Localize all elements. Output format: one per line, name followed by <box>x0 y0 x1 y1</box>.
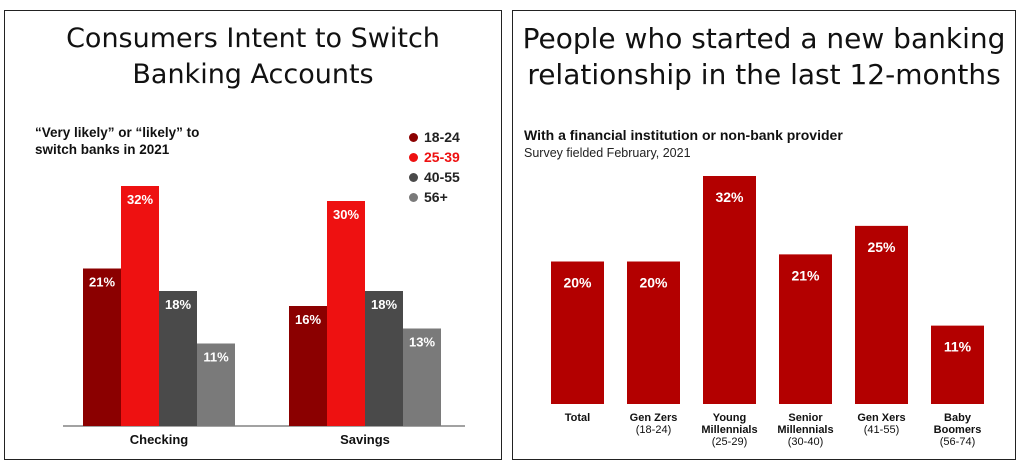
bar-savings-56+ <box>403 328 441 426</box>
legend-item-40-55: 40-55 <box>409 167 460 187</box>
legend-item-56+: 56+ <box>409 187 460 207</box>
left-bar-chart: 21% 32% 18% 11% Checking 16% 30% 18% 13% Savings <box>63 186 465 447</box>
data-label-0: 20% <box>563 275 592 291</box>
bar-checking-40-55 <box>159 291 197 426</box>
legend-swatch <box>409 152 418 162</box>
category-label-4-line-0: Gen Xers <box>857 412 905 424</box>
data-label-savings-40-55: 18% <box>371 297 397 312</box>
category-label-3-line-0: Senior <box>788 412 823 424</box>
bar-5 <box>931 325 984 404</box>
left-title-line1: Consumers Intent to Switch <box>66 23 440 54</box>
category-label-1-line-1: (18-24) <box>636 424 671 436</box>
data-label-checking-25-39: 32% <box>127 192 153 207</box>
left-chart-legend: 18-24 25-39 40-55 56+ <box>409 127 460 207</box>
data-label-2: 32% <box>715 189 744 205</box>
legend-label: 18-24 <box>424 129 460 145</box>
bar-checking-18-24 <box>83 268 121 426</box>
bar-savings-18-24 <box>289 306 327 426</box>
data-label-savings-25-39: 30% <box>333 207 359 222</box>
category-label-2-line-1: Millennials <box>701 424 757 436</box>
legend-swatch <box>409 172 418 182</box>
category-label-5-line-1: Boomers <box>934 424 982 436</box>
data-label-checking-18-24: 21% <box>89 275 115 290</box>
bar-0 <box>551 261 604 404</box>
right-chart-title: People who started a new banking relatio… <box>513 21 1015 93</box>
data-label-savings-56+: 13% <box>409 335 435 350</box>
left-subtitle-line2: switch banks in 2021 <box>35 142 170 157</box>
right-chart-note: Survey fielded February, 2021 <box>524 146 691 160</box>
bar-checking-25-39 <box>121 186 159 426</box>
left-chart-title: Consumers Intent to Switch Banking Accou… <box>5 21 501 93</box>
category-label-checking: Checking <box>130 432 189 447</box>
bar-checking-56+ <box>197 343 235 426</box>
category-label-1-line-0: Gen Zers <box>630 412 678 424</box>
bar-savings-25-39 <box>327 201 365 426</box>
bar-4 <box>855 225 908 404</box>
bar-1 <box>627 261 680 404</box>
category-label-3-line-2: (30-40) <box>788 436 823 448</box>
legend-swatch <box>409 192 418 202</box>
category-label-5-line-2: (56-74) <box>940 436 975 448</box>
bar-savings-40-55 <box>365 291 403 426</box>
data-label-checking-40-55: 18% <box>165 297 191 312</box>
right-chart-subtitle: With a financial institution or non-bank… <box>524 127 843 143</box>
left-chart-subtitle: “Very likely” or “likely” to switch bank… <box>35 124 199 158</box>
legend-swatch <box>409 132 418 142</box>
data-label-3: 21% <box>791 267 820 283</box>
left-chart-panel: Consumers Intent to Switch Banking Accou… <box>4 10 502 460</box>
category-label-2-line-2: (25-29) <box>712 436 747 448</box>
legend-label: 25-39 <box>424 149 460 165</box>
data-label-savings-18-24: 16% <box>295 312 321 327</box>
legend-item-18-24: 18-24 <box>409 127 460 147</box>
category-label-savings: Savings <box>340 432 390 447</box>
data-label-1: 20% <box>639 275 668 291</box>
data-label-checking-56+: 11% <box>203 350 229 365</box>
right-chart-panel: People who started a new banking relatio… <box>512 10 1016 460</box>
data-label-4: 25% <box>867 239 896 255</box>
right-title-line2: relationship in the last 12-months <box>527 58 1001 91</box>
legend-label: 56+ <box>424 189 448 205</box>
left-title-line2: Banking Accounts <box>132 59 374 90</box>
legend-item-25-39: 25-39 <box>409 147 460 167</box>
category-label-0-line-0: Total <box>565 412 590 424</box>
legend-label: 40-55 <box>424 169 460 185</box>
left-subtitle-line1: “Very likely” or “likely” to <box>35 125 200 140</box>
bar-3 <box>779 254 832 404</box>
category-label-4-line-1: (41-55) <box>864 424 899 436</box>
right-title-line1: People who started a new banking <box>522 22 1006 55</box>
category-label-3-line-1: Millennials <box>777 424 833 436</box>
bar-2 <box>703 176 756 404</box>
category-label-5-line-0: Baby <box>944 412 972 424</box>
category-label-2-line-0: Young <box>713 412 746 424</box>
data-label-5: 11% <box>944 339 972 355</box>
